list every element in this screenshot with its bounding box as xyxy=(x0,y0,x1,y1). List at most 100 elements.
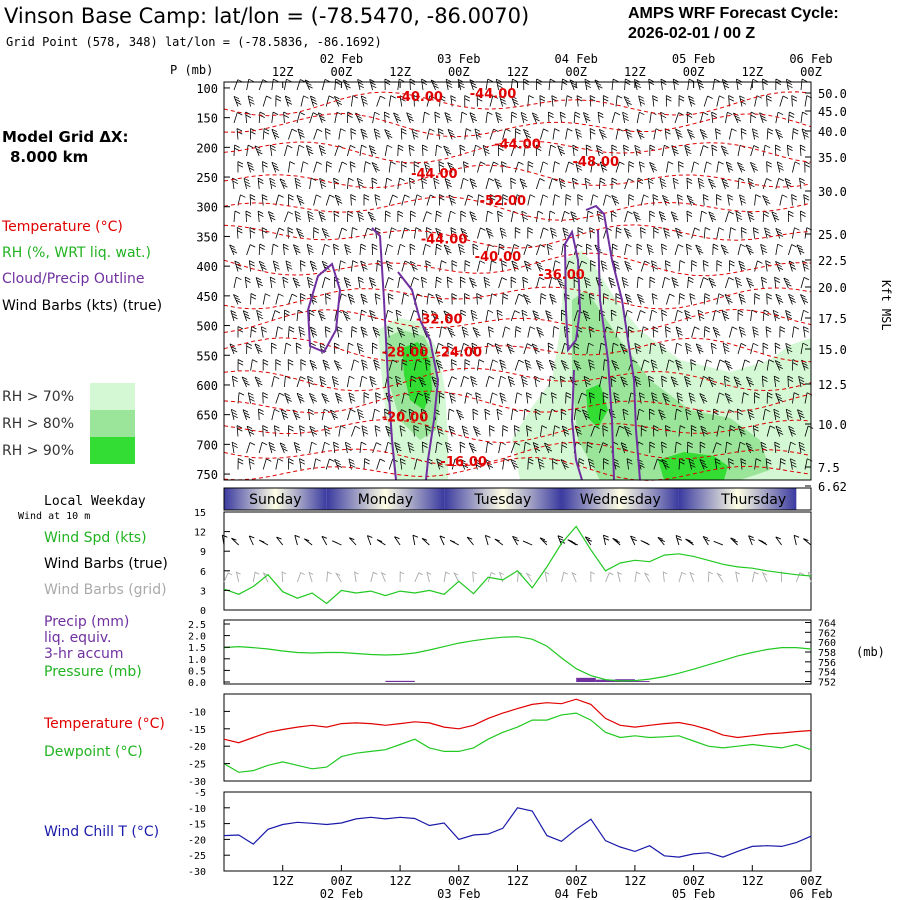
wind-barb xyxy=(521,309,528,322)
pressure-axis: 100 150 200 250 300 350 400 450 500 550 600 650 700 7… xyxy=(196,82,230,482)
pressure-label: Pressure (mb) xyxy=(44,664,142,680)
pressure-tick: 750 xyxy=(196,468,218,482)
bottom-time-tick: 00Z xyxy=(448,874,470,888)
wind-barb xyxy=(313,227,319,239)
wind-barb xyxy=(586,243,592,256)
wind-barb xyxy=(720,145,729,157)
wind-barb xyxy=(661,309,668,322)
wind-barb xyxy=(246,425,255,437)
wind-barb xyxy=(363,392,370,404)
wind-barb xyxy=(410,342,416,355)
wind-barb xyxy=(687,276,694,289)
wind-barb xyxy=(628,161,635,173)
top-time-tick: 12Z xyxy=(272,65,294,79)
wind-barb xyxy=(711,111,718,124)
temperature-contour xyxy=(223,112,812,138)
wind-barb xyxy=(439,260,447,272)
pressure-axis-label: P (mb) xyxy=(170,63,213,77)
wind-barb xyxy=(359,243,367,256)
wind-barb xyxy=(590,425,600,437)
wind-barb xyxy=(640,227,646,239)
wind-barb xyxy=(620,376,629,388)
wind-barb xyxy=(565,128,573,140)
wind-barb-grid xyxy=(281,571,287,583)
wind-barb xyxy=(674,441,682,454)
temperature-contour-label: -44.00 xyxy=(411,167,458,182)
wind-barb xyxy=(728,95,735,107)
wind-barb xyxy=(384,408,390,421)
wind-barb xyxy=(246,342,252,355)
temperature-panel-frame xyxy=(223,693,812,782)
wind-barb-grid xyxy=(716,572,724,583)
wind-barb xyxy=(502,194,508,206)
wind-barb xyxy=(388,227,397,239)
wind-barb xyxy=(703,326,711,338)
wind-barb xyxy=(431,310,439,322)
wind-barb-grid xyxy=(617,571,622,583)
wind-barb-grid xyxy=(472,571,477,583)
wind-barb xyxy=(229,343,238,355)
wind-barb xyxy=(384,129,393,140)
temperature-contour xyxy=(223,286,812,310)
wind-barb xyxy=(469,178,478,190)
temperature-contour xyxy=(223,456,812,481)
wind-barb-grid xyxy=(544,571,550,583)
wind-barb xyxy=(575,128,583,140)
wind-barb xyxy=(356,177,364,190)
wind-barb xyxy=(729,227,736,239)
temperature-contour xyxy=(223,390,812,414)
wind-barb xyxy=(321,441,330,454)
wind-chill-panel-frame xyxy=(223,791,812,872)
wind-barb xyxy=(299,425,306,437)
wind-barb xyxy=(548,144,556,157)
wind-barb xyxy=(469,112,478,124)
wind-barb xyxy=(766,425,776,437)
wind-barb xyxy=(797,409,805,421)
top-time-tick: 00Z xyxy=(565,65,587,79)
wind-speed-label: Wind Spd (kts) xyxy=(44,530,147,546)
wind-barb xyxy=(388,359,398,371)
wind-barb-true xyxy=(332,540,342,546)
wind-barb xyxy=(640,260,650,272)
wind-barb xyxy=(321,79,331,91)
wind-barb-grid xyxy=(426,571,432,583)
wind-barb xyxy=(762,195,771,206)
wind-barb xyxy=(282,243,289,256)
wind-barb xyxy=(236,425,243,437)
wind-barb xyxy=(775,293,784,305)
wind-barb-true xyxy=(484,534,491,546)
wind-barb xyxy=(451,359,457,371)
wind-barb-grid xyxy=(605,572,614,583)
wind-barb xyxy=(548,111,554,124)
wind-barb xyxy=(785,408,793,421)
wind-barb xyxy=(558,177,566,190)
wind-barb xyxy=(572,177,579,190)
wind-barb xyxy=(499,392,507,404)
wind-barb xyxy=(519,178,528,190)
cloud-outline-7 xyxy=(597,229,615,481)
wind-barb xyxy=(424,359,431,371)
wind-barb xyxy=(540,128,549,140)
wind-barb xyxy=(408,408,415,421)
wind-barb xyxy=(387,293,394,305)
wind-barb xyxy=(461,326,469,338)
wind-barb-grid xyxy=(414,572,424,583)
wind-barb xyxy=(649,162,658,173)
height-tick: 25.0 xyxy=(818,228,847,242)
wind-barb xyxy=(691,260,697,272)
wind-barb xyxy=(376,458,386,470)
wind-barb xyxy=(725,441,732,454)
wind-barb xyxy=(514,326,522,338)
axis-tick-label: 6 xyxy=(200,567,206,578)
wind-barb xyxy=(676,392,684,404)
wind-barb xyxy=(348,392,356,404)
wind-barb xyxy=(284,78,292,91)
wind-barb xyxy=(284,392,292,404)
wind-barb xyxy=(584,276,591,289)
wind-barb xyxy=(421,276,428,289)
wind-barb xyxy=(293,244,301,256)
wind-barb xyxy=(640,326,649,338)
wind-barb xyxy=(584,177,591,190)
wind-barb xyxy=(397,243,406,256)
wind-barb-grid xyxy=(380,571,386,583)
